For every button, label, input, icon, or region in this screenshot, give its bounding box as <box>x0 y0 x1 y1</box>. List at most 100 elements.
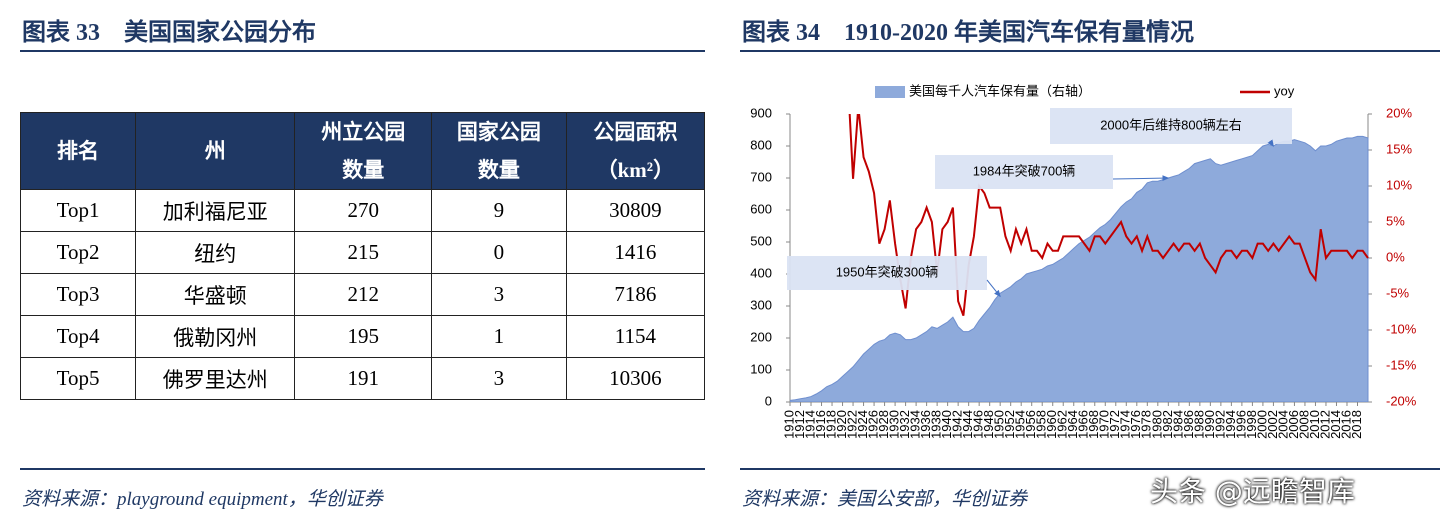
title: 图表 33 美国国家公园分布 <box>22 20 316 46</box>
title: 图表 34 1910-2020 年美国汽车保有量情况 <box>742 20 1194 46</box>
row: Top1 加利福尼亚 270 9 30809 <box>19 189 706 232</box>
line <box>848 114 1369 316</box>
y2-tick-label: 0% <box>1386 249 1405 264</box>
y-tick-label: 500 <box>750 233 772 248</box>
watermark: 头条 @远瞻智库 <box>1150 475 1355 508</box>
cell: 30809 <box>565 189 706 232</box>
cell: 191 <box>294 357 433 400</box>
x-tick-label: 1980 <box>1149 410 1164 439</box>
x-tick-label: 1940 <box>939 410 954 439</box>
header-text: 数量 <box>342 158 385 182</box>
annotation: 1950年突破300辆 <box>836 264 939 279</box>
annotation-box <box>787 256 987 290</box>
legend-swatch <box>875 86 905 98</box>
x-tick-label: 1944 <box>960 410 975 439</box>
row: Top4 俄勒冈州 195 1 1154 <box>19 315 706 358</box>
x-tick-label: 1996 <box>1233 410 1248 439</box>
x-tick-label: 1956 <box>1023 410 1038 439</box>
header-text: 公园面积 <box>593 120 678 144</box>
x-tick-label: 1952 <box>1002 410 1017 439</box>
rule <box>20 468 705 470</box>
cell: 俄勒冈州 <box>135 315 296 358</box>
x-tick-label: 1982 <box>1160 410 1175 439</box>
x-tick-label: 2004 <box>1275 410 1290 439</box>
x-tick-label: 2016 <box>1338 410 1353 439</box>
x-tick-label: 1962 <box>1055 410 1070 439</box>
y-tick-label: 100 <box>750 361 772 376</box>
cell: 佛罗里达州 <box>135 357 296 400</box>
x-tick-label: 1912 <box>792 410 807 439</box>
cell: 7186 <box>565 273 706 316</box>
y-tick-label: 600 <box>750 201 772 216</box>
x-tick-label: 1958 <box>1034 410 1049 439</box>
source: 资料来源：美国公安部，华创证券 <box>742 489 1028 510</box>
cell: 9 <box>431 189 567 232</box>
annotation: 1984年突破700辆 <box>973 163 1076 178</box>
y2-tick-label: -15% <box>1386 357 1417 372</box>
y2-tick-label: -20% <box>1386 393 1417 408</box>
x-tick-label: 1990 <box>1202 410 1217 439</box>
cell: Top4 <box>19 315 137 358</box>
cell: Top1 <box>19 189 137 232</box>
y-tick-label: 200 <box>750 329 772 344</box>
x-tick-label: 1988 <box>1191 410 1206 439</box>
y-tick-label: 400 <box>750 265 772 280</box>
chart: 0 100 200 300 400 500 600 700 800 900 -20% -15% -10%… <box>750 83 1417 439</box>
header-text: 数量 <box>477 158 520 182</box>
cell: 纽约 <box>135 231 296 274</box>
x-tick-label: 1924 <box>855 410 870 439</box>
y-tick-label: 700 <box>750 169 772 184</box>
x-tick-label: 1984 <box>1170 410 1185 439</box>
x-tick-label: 1960 <box>1044 410 1059 439</box>
y-tick-label: 300 <box>750 297 772 312</box>
y-tick-label: 900 <box>750 105 772 120</box>
cell: Top5 <box>19 357 137 400</box>
x-tick-label: 1928 <box>876 410 891 439</box>
x-tick-label: 2010 <box>1307 410 1322 439</box>
header-text: 国家公园 <box>456 120 541 144</box>
x-tick-label: 1942 <box>950 410 965 439</box>
header-cell: 国家公园 数量 <box>431 112 567 190</box>
x-tick-label: 1992 <box>1212 410 1227 439</box>
x-tick-label: 1914 <box>802 410 817 439</box>
x-tick-label: 1966 <box>1076 410 1091 439</box>
rule <box>740 50 1440 52</box>
x-tick-label: 1998 <box>1244 410 1259 439</box>
annotation: 2000年后维持800辆左右 <box>1100 117 1242 132</box>
x-tick-label: 1920 <box>834 410 849 439</box>
y-tick-label: 800 <box>750 137 772 152</box>
cell: 1416 <box>565 231 706 274</box>
table: 排名州州立公园 数量 国家公园 数量 公园面积 （km²） Top1 加利福尼亚 270 9 308… <box>19 112 706 400</box>
row: Top3 华盛顿 212 3 7186 <box>19 273 706 316</box>
cell: 加利福尼亚 <box>135 189 296 232</box>
header-cell: 排名 <box>19 112 137 190</box>
header-text: 排名 <box>57 139 100 163</box>
header-cell: 州立公园 数量 <box>294 112 433 190</box>
x-tick-label: 2006 <box>1286 410 1301 439</box>
x-tick-label: 2000 <box>1254 410 1269 439</box>
x-tick-label: 1910 <box>781 410 796 439</box>
cell: 3 <box>431 357 567 400</box>
x-tick-label: 2008 <box>1296 410 1311 439</box>
x-tick-label: 1922 <box>844 410 859 439</box>
rule <box>740 468 1440 470</box>
x-tick-label: 1950 <box>992 410 1007 439</box>
y2-tick-label: 20% <box>1386 105 1412 120</box>
x-tick-label: 1930 <box>887 410 902 439</box>
x-tick-label: 1936 <box>918 410 933 439</box>
x-tick-label: 1948 <box>981 410 996 439</box>
y2-tick-label: 15% <box>1386 141 1412 156</box>
source: 资料来源：playground equipment，华创证券 <box>22 489 383 510</box>
cell: 10306 <box>565 357 706 400</box>
annotation-box <box>1050 108 1292 144</box>
annotation-arrow <box>986 279 1001 298</box>
x-tick-label: 2014 <box>1328 410 1343 439</box>
x-tick-label: 1934 <box>908 410 923 439</box>
annotation-arrow <box>1267 139 1274 147</box>
x-tick-label: 1974 <box>1118 410 1133 439</box>
x-tick-label: 1926 <box>866 410 881 439</box>
y-tick-label: 0 <box>765 393 772 408</box>
y2-tick-label: -10% <box>1386 321 1417 336</box>
x-tick-label: 1946 <box>971 410 986 439</box>
cell: 270 <box>294 189 433 232</box>
